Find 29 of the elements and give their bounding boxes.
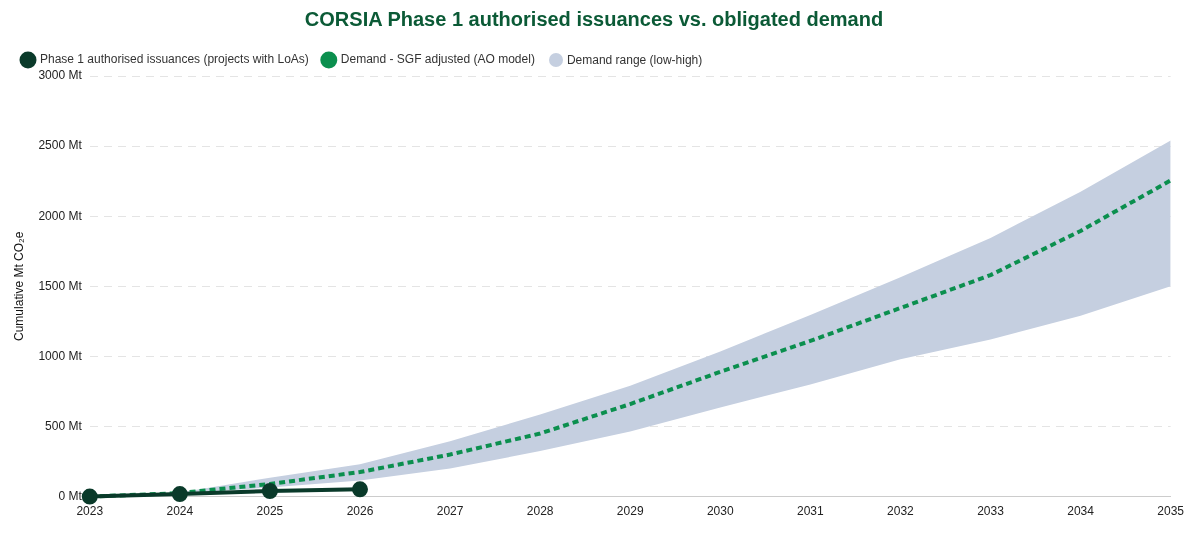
x-tick-label: 2024 [166, 504, 194, 519]
x-tick-label: 2026 [346, 504, 374, 519]
y-tick-label: 0 Mt [58, 488, 83, 503]
y-tick-label: 2000 Mt [38, 208, 83, 223]
y-tick-label: 500 Mt [45, 418, 83, 433]
legend-label: Phase 1 authorised issuances (projects with LoAs) [40, 52, 309, 67]
text: Demand range (low-high) [566, 53, 703, 67]
point [351, 481, 368, 498]
y-tick-label: 1000 Mt [38, 348, 83, 363]
point [261, 482, 278, 499]
y-tick-label: 3000 Mt [38, 68, 83, 83]
x-tick-label: 2035 [1157, 504, 1185, 519]
x-tick-label: 2028 [526, 504, 554, 519]
y-tick-label: 2500 Mt [38, 138, 83, 153]
x-tick-label: 2030 [706, 504, 734, 519]
point [171, 486, 188, 503]
x-tick-label: 2025 [256, 504, 284, 519]
x-tick-label: 2032 [887, 504, 915, 519]
x-tick-label: 2034 [1067, 504, 1095, 519]
point [81, 488, 98, 505]
y-axis-title: Cumulative Mt CO₂e [11, 231, 26, 341]
x-tick-label: 2031 [797, 504, 825, 519]
x-tick-label: 2027 [436, 504, 464, 519]
x-tick-label: 2033 [977, 504, 1005, 519]
y-tick-label: 1500 Mt [38, 278, 83, 293]
x-tick-label: 2029 [616, 504, 644, 519]
chart-title: CORSIA Phase 1 authorised issuances vs. obligated demand [304, 7, 884, 30]
x-tick-label: 2023 [76, 504, 104, 519]
legend-label: Demand - SGF adjusted (AO model) [340, 52, 535, 67]
